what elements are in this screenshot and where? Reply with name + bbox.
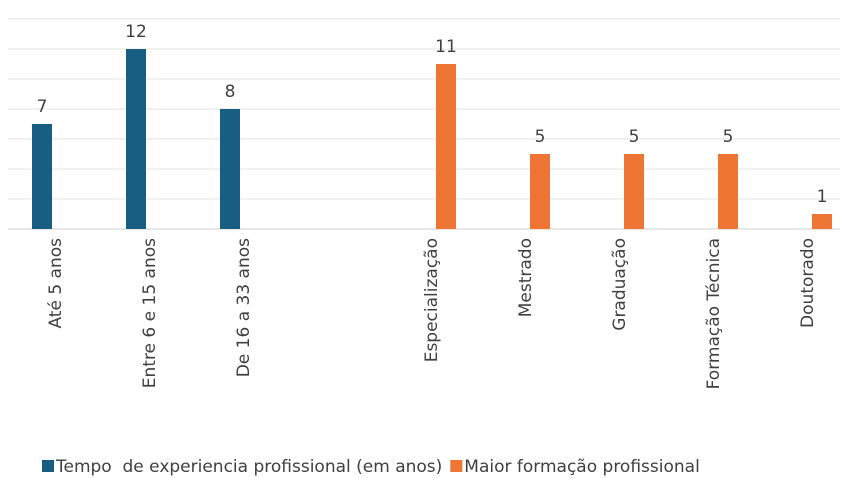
x-tick-label: De 16 a 33 anos [234, 238, 254, 377]
data-label: 5 [535, 127, 546, 147]
x-tick-label: Entre 6 e 15 anos [140, 238, 160, 388]
data-label: 5 [629, 127, 640, 147]
bar [220, 109, 240, 229]
data-label: 12 [125, 22, 147, 42]
bar [436, 64, 456, 229]
data-label: 11 [435, 37, 457, 57]
data-label: 8 [225, 82, 236, 102]
bar [624, 154, 644, 229]
data-label: 7 [37, 97, 48, 117]
x-tick-label: Mestrado [516, 238, 536, 317]
legend-label: Tempo de experiencia profissional (em an… [55, 457, 442, 477]
legend-swatch [42, 460, 54, 472]
x-tick-label: Graduação [610, 238, 630, 331]
legend-swatch [450, 460, 463, 472]
bar [126, 49, 146, 229]
bar [812, 214, 832, 229]
bar [32, 124, 52, 229]
bar [530, 154, 550, 229]
x-tick-label: Especialização [422, 238, 442, 362]
data-label: 1 [817, 187, 828, 207]
data-label: 5 [723, 127, 734, 147]
x-tick-label: Doutorado [798, 238, 818, 328]
x-tick-label: Formação Técnica [704, 238, 724, 389]
bar [718, 154, 738, 229]
x-tick-label: Até 5 anos [46, 238, 66, 329]
legend-label: Maior formação profissional [464, 457, 700, 477]
